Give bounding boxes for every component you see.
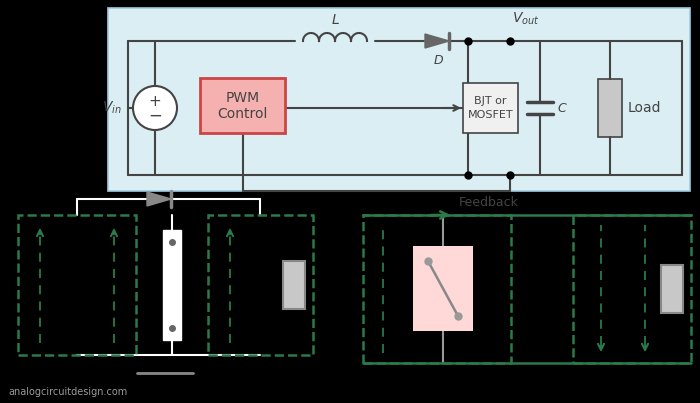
Text: D: D: [433, 54, 443, 67]
Bar: [208, 215, 313, 355]
Text: Feedback: Feedback: [459, 196, 519, 209]
Bar: [661, 265, 683, 313]
Circle shape: [133, 86, 177, 130]
Bar: [283, 261, 305, 309]
Polygon shape: [425, 34, 449, 48]
Bar: [463, 83, 518, 133]
Bar: [163, 230, 181, 340]
Text: Load: Load: [628, 101, 661, 115]
Text: Control: Control: [217, 108, 267, 121]
Polygon shape: [147, 192, 171, 206]
Bar: [413, 246, 473, 331]
Text: MOSFET: MOSFET: [468, 110, 513, 120]
Text: PWM: PWM: [225, 91, 260, 106]
Text: analogcircuitdesign.com: analogcircuitdesign.com: [8, 387, 127, 397]
Bar: [18, 215, 136, 355]
Text: L: L: [331, 13, 339, 27]
Bar: [573, 215, 691, 363]
Bar: [598, 79, 622, 137]
Bar: [200, 78, 285, 133]
Text: $V_{out}$: $V_{out}$: [512, 10, 540, 27]
Text: C: C: [557, 102, 566, 114]
Text: −: −: [148, 107, 162, 125]
Text: +: +: [148, 93, 162, 108]
Text: BJT or: BJT or: [475, 96, 507, 106]
Bar: [363, 215, 511, 363]
Bar: [108, 8, 690, 191]
Text: $V_{in}$: $V_{in}$: [102, 100, 122, 116]
